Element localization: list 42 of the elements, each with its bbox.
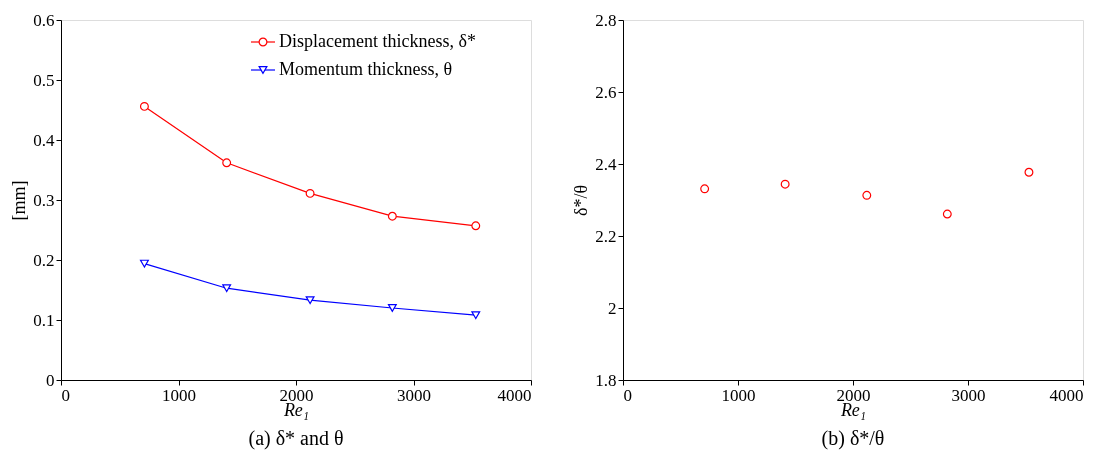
y-tick-label: 0.1 xyxy=(33,310,55,330)
x-tick-label: 1000 xyxy=(162,385,196,405)
x-tick-label: 0 xyxy=(623,385,632,405)
y-tick-label: 2.4 xyxy=(595,154,617,174)
point xyxy=(387,304,397,312)
legend-label: Displacement thickness, δ* xyxy=(279,31,476,51)
y-tick-label: 2.8 xyxy=(595,10,617,30)
x-tick-label: 0 xyxy=(61,385,70,405)
point xyxy=(305,188,315,198)
point xyxy=(387,211,397,221)
x-tick-label: 4000 xyxy=(1049,385,1084,405)
point xyxy=(1024,167,1034,177)
text: (a) δ* and θ xyxy=(248,427,344,450)
y-tick-label: 0.6 xyxy=(33,10,55,30)
point xyxy=(139,101,149,111)
y-axis-title: [mm] xyxy=(9,180,30,221)
point xyxy=(139,259,149,268)
y-tick-label: 2.2 xyxy=(595,226,617,246)
point xyxy=(471,311,481,320)
point xyxy=(700,184,710,194)
y-tick-label: 2 xyxy=(608,298,617,318)
point xyxy=(305,296,315,305)
y-tick-label: 0.5 xyxy=(33,70,55,90)
x-tick-label: 3000 xyxy=(397,385,431,405)
text: (b) δ*/θ xyxy=(821,427,885,450)
point xyxy=(222,158,232,168)
y-axis-title: δ*/θ xyxy=(571,184,592,217)
x-tick-label: 3000 xyxy=(951,385,986,405)
y-tick-label: 1.8 xyxy=(595,370,617,390)
x-tick-label: 4000 xyxy=(497,385,532,405)
point xyxy=(942,209,952,219)
point xyxy=(780,179,790,189)
y-tick-label: 0.2 xyxy=(33,250,55,270)
y-tick-label: 2.6 xyxy=(595,82,617,102)
point xyxy=(471,221,481,231)
y-tick-label: 0.4 xyxy=(33,130,55,150)
x-tick-label: 1000 xyxy=(721,385,756,405)
y-tick-label: 0 xyxy=(46,370,55,390)
y-tick-label: 0.3 xyxy=(33,190,55,210)
point xyxy=(222,284,232,293)
legend-label: Momentum thickness, θ xyxy=(279,59,453,79)
point xyxy=(862,190,872,200)
